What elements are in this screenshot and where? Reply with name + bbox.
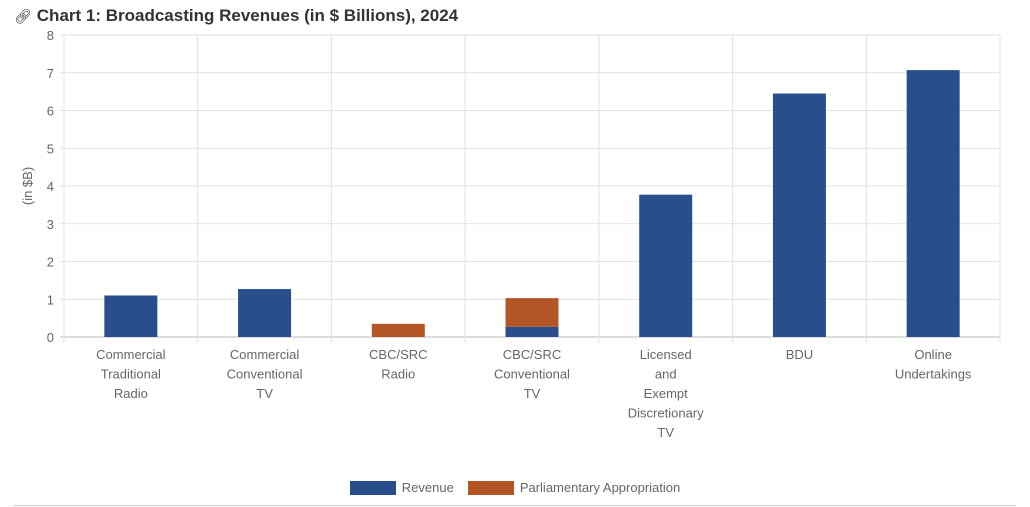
bar-revenue: [639, 194, 693, 337]
x-tick-label: Conventional: [494, 367, 570, 382]
y-tick-label: 6: [47, 104, 54, 119]
bar-revenue: [238, 289, 292, 337]
x-tick-label: TV: [256, 386, 273, 401]
y-tick-label: 2: [47, 255, 54, 270]
chart-title: 🔗︎ Chart 1: Broadcasting Revenues (in $ …: [14, 6, 458, 26]
y-axis-label: (in $B): [20, 167, 35, 205]
bar-parliamentary-appropriation: [505, 298, 559, 327]
x-tick-label: Radio: [114, 386, 148, 401]
bar-revenue: [906, 70, 960, 338]
legend: Revenue Parliamentary Appropriation: [0, 480, 1030, 495]
legend-label: Parliamentary Appropriation: [519, 480, 681, 495]
x-tick-label: CBC/SRC: [369, 347, 428, 362]
y-tick-label: 7: [47, 66, 54, 81]
x-tick-label: Exempt: [644, 386, 688, 401]
y-tick-label: 3: [47, 217, 54, 232]
x-tick-label: Online: [914, 347, 952, 362]
y-tick-label: 8: [47, 28, 54, 43]
y-tick-label: 1: [47, 292, 54, 307]
y-tick-label: 5: [47, 141, 54, 156]
legend-swatch: [467, 480, 514, 495]
bar-parliamentary-appropriation: [371, 323, 425, 337]
x-tick-label: Commercial: [230, 347, 299, 362]
x-tick-label: BDU: [786, 347, 813, 362]
bar-revenue: [772, 93, 826, 337]
legend-item[interactable]: Revenue: [349, 480, 454, 495]
y-tick-label: 0: [47, 330, 54, 345]
bar-revenue: [505, 326, 559, 337]
legend-swatch: [349, 480, 396, 495]
link-icon[interactable]: 🔗︎: [14, 7, 32, 24]
legend-item[interactable]: Parliamentary Appropriation: [467, 480, 681, 495]
x-tick-label: Licensed: [640, 347, 692, 362]
divider: [14, 505, 1016, 506]
x-tick-label: Undertakings: [895, 367, 972, 382]
x-tick-label: Discretionary: [628, 406, 704, 421]
legend-label: Revenue: [401, 480, 454, 495]
y-tick-label: 4: [47, 179, 54, 194]
x-tick-label: Traditional: [101, 367, 161, 382]
x-tick-label: Commercial: [96, 347, 165, 362]
x-tick-label: Radio: [381, 367, 415, 382]
bar-revenue: [104, 295, 158, 337]
x-tick-label: TV: [657, 425, 674, 440]
chart-title-text: Chart 1: Broadcasting Revenues (in $ Bil…: [36, 6, 459, 25]
x-tick-label: CBC/SRC: [503, 347, 562, 362]
x-tick-label: and: [655, 367, 677, 382]
x-tick-label: TV: [524, 386, 541, 401]
bar-chart: 0 1 2 3 4 5 6 7 8 (in $B) Commercial Traditional Rad…: [20, 28, 1001, 440]
x-tick-label: Conventional: [227, 367, 303, 382]
